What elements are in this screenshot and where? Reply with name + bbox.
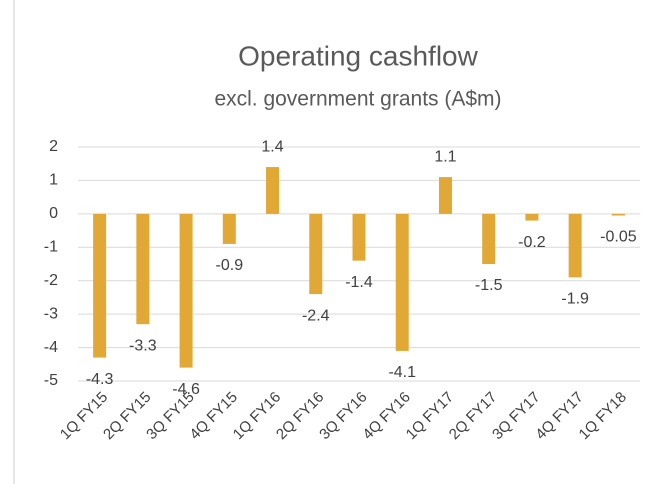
bar <box>352 213 366 261</box>
bar <box>482 213 496 264</box>
bar <box>438 177 452 214</box>
bar <box>309 213 323 295</box>
data-label: -3.3 <box>129 337 157 354</box>
y-tick-label: -3 <box>44 305 58 322</box>
data-label: -2.4 <box>302 307 330 324</box>
y-tick-label: -5 <box>44 372 58 389</box>
bar <box>136 213 150 325</box>
bar <box>395 213 409 351</box>
bar <box>525 213 539 221</box>
y-tick-label: -2 <box>44 272 58 289</box>
y-tick-label: -1 <box>44 239 58 256</box>
data-label: -4.1 <box>388 364 416 381</box>
bar <box>93 213 107 358</box>
bar <box>611 213 625 216</box>
bar <box>222 213 236 244</box>
data-label: -1.4 <box>345 274 373 291</box>
bar <box>179 213 193 368</box>
y-tick-label: 2 <box>49 138 58 155</box>
data-label: -0.05 <box>600 229 637 246</box>
y-tick-label: 0 <box>49 205 58 222</box>
y-tick-label: -4 <box>44 339 58 356</box>
bar <box>568 213 582 278</box>
data-label: -0.2 <box>518 234 546 251</box>
data-label: -1.5 <box>475 277 503 294</box>
data-label: -1.9 <box>561 291 589 308</box>
chart-subtitle: excl. government grants (A$m) <box>214 88 501 111</box>
chart-title: Operating cashflow <box>238 40 478 71</box>
y-tick-label: 1 <box>49 172 58 189</box>
data-label: -4.6 <box>172 381 200 398</box>
data-label: 1.1 <box>434 148 456 165</box>
data-label: 1.4 <box>261 138 283 155</box>
data-label: -4.3 <box>86 371 114 388</box>
bar <box>266 167 280 214</box>
data-label: -0.9 <box>216 257 244 274</box>
